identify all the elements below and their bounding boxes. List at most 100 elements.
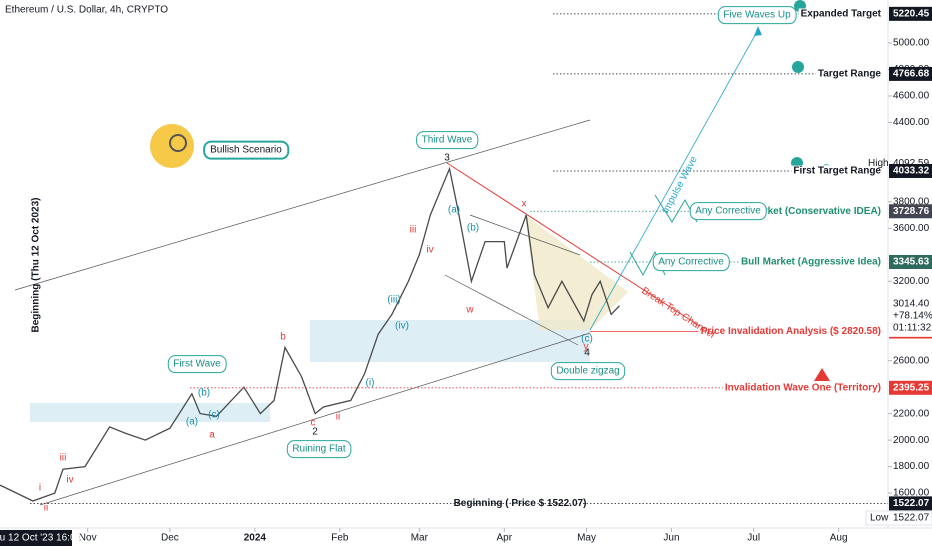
wave-label: 3	[444, 153, 450, 164]
x-tick-label: 2024	[244, 533, 267, 544]
chart-title: Ethereum / U.S. Dollar, 4h, CRYPTO	[5, 5, 168, 16]
wave-label: i	[39, 483, 41, 494]
y-tick-label: 1800.00	[893, 461, 930, 472]
x-tick-label: May	[577, 533, 596, 544]
level-name: Price Invalidation Analysis ($ 2820.58)	[701, 326, 881, 337]
high-label: 4092.59	[893, 158, 930, 169]
level-name-bg	[698, 326, 883, 338]
annotation: Any Corrective	[658, 257, 724, 268]
y-axis-label: Beginning (Thu 12 Oct 2023)	[31, 197, 42, 332]
high-name: High	[868, 158, 889, 169]
wave-label: iv	[66, 475, 73, 486]
price-label: 3345.63	[893, 257, 930, 268]
annotation: Bullish Scenario	[210, 145, 282, 156]
last-box	[889, 296, 932, 337]
last-change: +78.14%	[893, 310, 932, 321]
wave-label: a	[209, 430, 215, 441]
channel-line	[39, 332, 591, 506]
price-box	[889, 66, 932, 81]
price-label: 4766.68	[893, 69, 930, 80]
wave-label: ii	[44, 503, 48, 514]
annotation-box	[550, 362, 626, 381]
level-name: Target Range	[818, 69, 882, 80]
level-name-bg	[798, 8, 884, 20]
low-box	[865, 510, 932, 526]
cursor-label: Thu 12 Oct '23 16:00	[0, 533, 82, 544]
y-tick-label: 3600.00	[893, 223, 930, 234]
annotation-box	[652, 253, 730, 272]
y-tick-label: 4600.00	[893, 91, 930, 102]
channel-line	[14, 119, 591, 291]
y-tick-label: 3800.00	[893, 196, 930, 207]
last-label: 3014.40	[893, 298, 930, 309]
price-label: 2395.25	[893, 382, 930, 393]
annotation-box	[717, 6, 797, 25]
drawings: ◉ 💡	[14, 0, 831, 506]
level-name: First Target Range	[793, 166, 881, 177]
level-name: Expanded Target	[801, 8, 882, 19]
projection	[589, 29, 759, 331]
last-countdown: 01:11:32	[893, 322, 932, 333]
x-tick-label: Apr	[497, 533, 513, 544]
x-tick-label: Jul	[747, 533, 760, 544]
annotation: Double zigzag	[556, 366, 619, 377]
cursor-box	[0, 530, 72, 546]
wave-label: (c)	[208, 410, 220, 421]
arrow-head	[754, 26, 762, 36]
y-tick-label: 4400.00	[893, 117, 930, 128]
price-box	[889, 496, 932, 511]
y-tick-label: 2200.00	[893, 408, 930, 419]
x-tick-label: Nov	[79, 533, 97, 544]
trend-line	[446, 162, 713, 335]
wave-label: b	[280, 332, 286, 343]
price-box	[889, 204, 932, 219]
y-tick-label: 5000.00	[893, 38, 930, 49]
wave-label: (iii)	[387, 295, 400, 306]
annotation-box	[416, 131, 479, 150]
level-name: Beginning ( Price $ 1522.07)	[454, 498, 587, 509]
wave-label: w	[465, 305, 474, 316]
wave-label: (c)	[581, 334, 593, 345]
price-label: 4033.32	[893, 166, 930, 177]
price-box	[889, 163, 932, 178]
annotation-box	[286, 440, 352, 459]
annotation: Ruining Flat	[292, 444, 346, 455]
x-tick-label: Jun	[663, 533, 679, 544]
y-tick-label: 3200.00	[893, 276, 930, 287]
level-name-bg	[726, 205, 883, 217]
price-line	[0, 166, 620, 502]
annotation: Any Corrective	[695, 206, 761, 217]
price-label: 5220.45	[893, 8, 930, 19]
annotation-box	[167, 355, 227, 374]
level-name-bg	[815, 68, 884, 80]
warning-icon	[814, 368, 830, 381]
annotation-box	[203, 140, 290, 160]
wave-label: x	[522, 199, 527, 210]
low-label: 1522.07	[893, 513, 930, 524]
channel-line	[469, 214, 581, 256]
wave-label: c	[311, 418, 316, 429]
price-label: 3728.76	[893, 206, 930, 217]
channel-line	[444, 274, 579, 346]
price-box	[889, 254, 932, 269]
wave-label: y	[584, 342, 589, 353]
wave-label: iii	[60, 453, 67, 464]
x-tick-label: Mar	[411, 533, 429, 544]
price-box	[889, 6, 932, 21]
annotation: First Wave	[173, 359, 221, 370]
wave-label: (a)	[448, 205, 460, 216]
x-tick-label: Dec	[161, 533, 179, 544]
y-tick-label: 2600.00	[893, 355, 930, 366]
wave-label: 2	[312, 427, 318, 438]
wave-label: (b)	[198, 388, 210, 399]
emoji	[150, 124, 194, 168]
annotation-box	[689, 202, 767, 221]
level-name-bg	[791, 165, 884, 177]
x-tick-label: Aug	[830, 533, 848, 544]
annotation: Third Wave	[422, 135, 473, 146]
level-name-bg	[738, 256, 883, 268]
price-box	[889, 380, 932, 395]
level-name: Invalidation Wave One (Territory)	[725, 382, 881, 393]
wave-label: (b)	[467, 223, 479, 234]
